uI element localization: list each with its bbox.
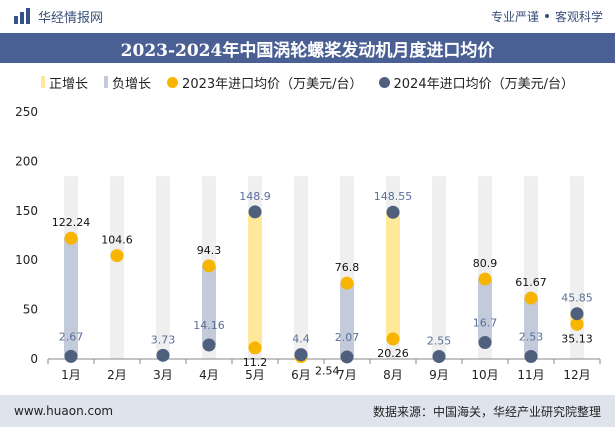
y-tick-label: 150 [15, 204, 38, 218]
point-2024 [524, 350, 538, 364]
background-column [432, 176, 446, 359]
background-column [156, 176, 170, 359]
background-column [110, 176, 124, 359]
legend-item-positive: 正增长 [41, 73, 88, 92]
brand: 华经情报网 [14, 7, 103, 26]
point-2024 [248, 205, 262, 219]
slogan-left: 专业严谨 [490, 9, 539, 24]
y-tick-label: 50 [23, 303, 38, 317]
x-tick-label: 9月 [429, 368, 449, 382]
logo-icon [14, 8, 30, 24]
x-tick-label: 3月 [153, 368, 173, 382]
data-label-2024: 16.7 [473, 317, 498, 330]
data-label-2024: 45.85 [561, 292, 593, 305]
point-2024 [294, 348, 308, 362]
data-label-2024: 2.53 [519, 331, 544, 344]
legend-label-2023: 2023年进口均价（万美元/台） [182, 76, 363, 92]
growth-bar-negative [64, 238, 78, 357]
point-2023 [524, 291, 538, 305]
y-tick-label: 100 [15, 253, 38, 267]
growth-bar-negative [340, 283, 354, 357]
x-tick-label: 11月 [517, 368, 544, 382]
growth-bar-positive [248, 211, 262, 348]
point-2023 [64, 231, 78, 245]
background-column [294, 176, 308, 359]
x-tick-label: 2月 [107, 368, 127, 382]
x-tick-label: 12月 [563, 368, 590, 382]
point-2023 [248, 341, 262, 355]
top-bar: 华经情报网 专业严谨 客观科学 [0, 0, 615, 32]
data-label-2023: 80.9 [473, 257, 498, 270]
separator-dot-icon [544, 14, 549, 18]
legend-label-2024: 2024年进口均价（万美元/台） [393, 76, 574, 92]
growth-bar-negative [478, 279, 492, 343]
legend-label-negative: 负增长 [112, 76, 152, 92]
legend-swatch-positive [41, 76, 46, 88]
x-tick-label: 10月 [471, 368, 498, 382]
footer: www.huaon.com 数据来源：中国海关，华经产业研究院整理 [0, 395, 615, 427]
chart-legend: 正增长 负增长 2023年进口均价（万美元/台） 2024年进口均价（万美元/台… [0, 70, 615, 94]
legend-item-negative: 负增长 [104, 73, 151, 92]
x-tick-label: 8月 [383, 368, 403, 382]
x-tick-label: 4月 [199, 368, 219, 382]
y-tick-label: 250 [15, 105, 38, 119]
data-label-2023: 11.2 [243, 356, 268, 369]
footer-website: www.huaon.com [14, 404, 114, 418]
y-tick-label: 0 [30, 352, 38, 366]
legend-swatch-2023 [167, 76, 179, 88]
legend-swatch-2024 [378, 76, 390, 88]
data-label-2023: 76.8 [335, 261, 360, 274]
point-2024 [156, 348, 170, 362]
point-2023 [340, 276, 354, 290]
data-label-2024: 148.9 [239, 190, 271, 203]
y-tick-label: 200 [15, 154, 38, 168]
growth-bar-negative [202, 265, 216, 346]
slogan: 专业严谨 客观科学 [491, 8, 603, 25]
point-2024 [478, 336, 492, 350]
x-tick-label: 6月 [291, 368, 311, 382]
x-tick-label: 5月 [245, 368, 265, 382]
point-2024 [570, 307, 584, 321]
data-label-2023: 104.6 [101, 234, 133, 247]
data-label-2023: 94.3 [197, 244, 222, 257]
data-label-2024: 2.55 [427, 334, 452, 347]
data-label-2024: 14.16 [193, 319, 225, 332]
point-2023 [110, 249, 124, 263]
growth-bar-positive [386, 212, 400, 339]
data-label-2024: 2.07 [335, 331, 360, 344]
data-label-2023: 2.54 [315, 364, 340, 377]
x-tick-label: 1月 [61, 368, 81, 382]
footer-source: 数据来源：中国海关，华经产业研究院整理 [372, 404, 601, 419]
growth-bar-negative [524, 298, 538, 357]
x-tick-label: 7月 [337, 368, 357, 382]
point-2024 [64, 349, 78, 363]
legend-label-positive: 正增长 [49, 76, 89, 92]
point-2024 [202, 338, 216, 352]
data-label-2023: 35.13 [561, 332, 593, 345]
data-label-2023: 61.67 [515, 276, 547, 289]
legend-swatch-negative [104, 76, 109, 88]
legend-item-2024: 2024年进口均价（万美元/台） [378, 73, 574, 92]
point-2023 [478, 272, 492, 286]
point-2023 [386, 332, 400, 346]
chart-title-band: 2023-2024年中国涡轮螺桨发动机月度进口均价 [0, 33, 615, 63]
brand-name: 华经情报网 [38, 10, 104, 26]
point-2024 [432, 349, 446, 363]
data-label-2024: 148.55 [374, 190, 413, 203]
chart-plot: 0 50 100 150 200 250 1月 2月 3月 4月 5月 6月 7月 8月 9月 10月 11月 1… [15, 105, 601, 382]
point-2023 [202, 259, 216, 273]
data-label-2023: 122.24 [52, 216, 91, 229]
data-label-2024: 2.67 [59, 330, 84, 343]
chart-title: 2023-2024年中国涡轮螺桨发动机月度进口均价 [120, 40, 495, 61]
data-label-2023: 20.26 [377, 347, 409, 360]
point-2024 [340, 350, 354, 364]
legend-item-2023: 2023年进口均价（万美元/台） [167, 73, 363, 92]
data-label-2024: 4.4 [292, 333, 310, 346]
point-2024 [386, 205, 400, 219]
data-label-2024: 3.73 [151, 333, 176, 346]
slogan-right: 客观科学 [554, 9, 603, 24]
point-2023 [570, 317, 584, 331]
